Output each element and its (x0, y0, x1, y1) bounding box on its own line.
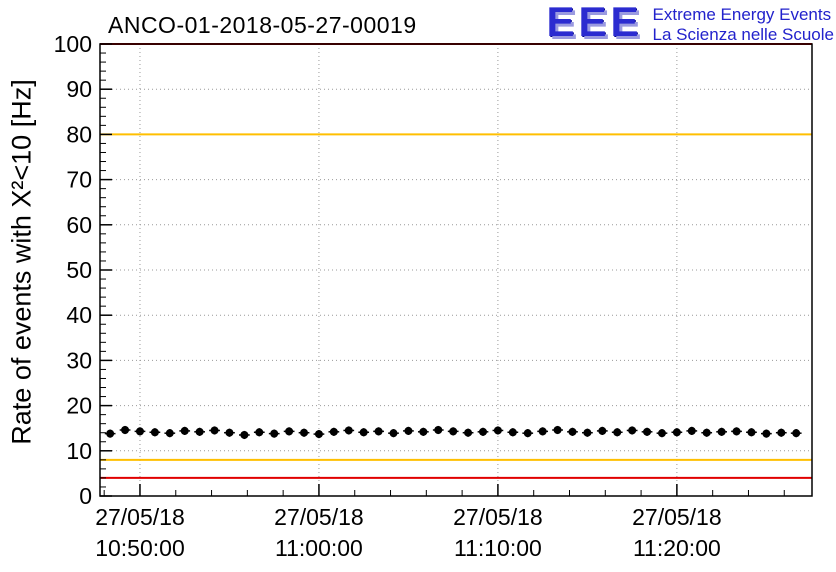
x-tick-date: 27/05/18 (95, 504, 185, 530)
data-point (687, 426, 696, 435)
data-point (449, 427, 458, 436)
y-tick-label: 10 (66, 438, 92, 464)
data-point (300, 428, 309, 437)
data-point (747, 428, 756, 437)
eee-logo: EEE Extreme Energy Events La Scienza nel… (546, 0, 834, 45)
y-tick-label: 90 (66, 76, 92, 102)
eee-logo-line2: La Scienza nelle Scuole (652, 25, 834, 44)
chart-title: ANCO-01-2018-05-27-00019 (108, 12, 417, 38)
x-tick-date: 27/05/18 (274, 504, 364, 530)
data-point (657, 429, 666, 438)
data-point (553, 426, 562, 435)
data-point (285, 427, 294, 436)
data-point (150, 428, 159, 437)
data-point (359, 428, 368, 437)
x-tick-date: 27/05/18 (632, 504, 722, 530)
data-point (165, 429, 174, 438)
data-point (314, 430, 323, 439)
y-tick-label: 70 (66, 167, 92, 193)
data-point (404, 426, 413, 435)
data-point (180, 426, 189, 435)
data-point (210, 426, 219, 435)
eee-logo-line1: Extreme Energy Events (652, 5, 832, 24)
data-point (493, 426, 502, 435)
data-point (523, 429, 532, 438)
data-point (135, 427, 144, 436)
eee-logo-acronym: EEE (546, 0, 643, 45)
data-point (389, 429, 398, 438)
data-point (464, 428, 473, 437)
data-point (628, 426, 637, 435)
x-tick-time: 11:20:00 (633, 535, 721, 561)
data-point (344, 426, 353, 435)
data-point (732, 427, 741, 436)
x-tick-time: 11:10:00 (454, 535, 542, 561)
x-tick-time: 11:00:00 (275, 535, 363, 561)
x-tick-time: 10:50:00 (95, 535, 185, 561)
data-point (255, 428, 264, 437)
data-point (329, 427, 338, 436)
data-point (419, 427, 428, 436)
data-point (583, 428, 592, 437)
y-tick-label: 20 (66, 393, 92, 419)
y-tick-label: 100 (54, 31, 92, 57)
data-point (106, 429, 115, 438)
y-tick-label: 50 (66, 257, 92, 283)
data-point (777, 428, 786, 437)
data-point (434, 426, 443, 435)
data-point (717, 427, 726, 436)
data-point (643, 427, 652, 436)
data-point (508, 428, 517, 437)
data-point (568, 427, 577, 436)
data-point (792, 429, 801, 438)
data-point (195, 427, 204, 436)
y-tick-label: 60 (66, 212, 92, 238)
data-point (762, 429, 771, 438)
y-tick-label: 80 (66, 121, 92, 147)
data-point (538, 427, 547, 436)
data-point (478, 427, 487, 436)
y-tick-label: 30 (66, 347, 92, 373)
x-tick-date: 27/05/18 (453, 504, 543, 530)
data-point (270, 429, 279, 438)
y-tick-label: 40 (66, 302, 92, 328)
data-point (240, 430, 249, 439)
data-point (672, 428, 681, 437)
data-point (121, 426, 130, 435)
data-point (702, 428, 711, 437)
data-point (613, 428, 622, 437)
data-point (225, 428, 234, 437)
data-point (598, 426, 607, 435)
y-tick-label: 0 (79, 483, 92, 509)
data-point (374, 427, 383, 436)
eee-logo-text: Extreme Energy Events La Scienza nelle S… (653, 2, 834, 45)
